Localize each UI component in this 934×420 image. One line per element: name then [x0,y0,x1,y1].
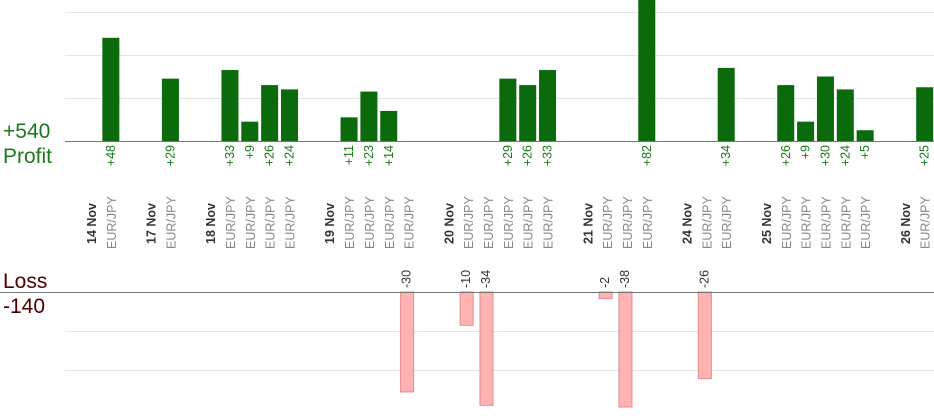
profit-value-label: +33 [223,145,237,166]
profit-bar [380,110,398,141]
profit-bar [777,85,795,141]
date-label: 18 Nov [204,203,218,244]
pair-label: EUR/JPY [522,196,536,249]
loss-total: -140 [3,295,46,318]
profit-value-label: +23 [362,145,376,166]
profit-value-label: +34 [719,145,733,166]
profit-value-label: +25 [918,145,932,166]
pair-label: EUR/JPY [819,196,833,249]
bars [102,0,934,408]
profit-value-label: +29 [501,145,515,166]
pair-label: EUR/JPY [621,196,635,249]
profit-value-label: +9 [243,145,257,159]
profit-bar [499,78,517,141]
profit-bar [836,89,854,141]
profit-bar [856,130,874,141]
profit-bar [102,37,120,141]
loss-value-label: -2 [598,277,612,288]
labels: 14 Nov EUR/JPY +48 17 Nov EUR/JPY +29 18 Nov EU… [85,145,933,288]
profit-bar [539,70,557,141]
pair-label: EUR/JPY [482,196,496,249]
pair-label: EUR/JPY [601,196,615,249]
profit-value-label: +11 [342,145,356,165]
profit-value-label: +24 [283,145,297,166]
date-label: 19 Nov [323,203,337,244]
date-label: 24 Nov [681,203,695,244]
loss-bar [697,291,712,380]
profit-bar [816,76,834,141]
profit-value-label: +9 [799,145,813,159]
pair-label: EUR/JPY [919,196,933,249]
loss-value-label: -34 [479,270,493,288]
pair-label: EUR/JPY [462,196,476,249]
profit-value-label: +24 [838,145,852,166]
profit-bar [638,0,656,141]
profit-bar [916,87,934,141]
profit-label: Profit [3,145,53,168]
profit-bar [221,70,239,141]
date-label: 17 Nov [145,203,159,244]
pair-label: EUR/JPY [859,196,873,249]
pair-label: EUR/JPY [284,196,298,249]
pair-label: EUR/JPY [383,196,397,249]
profit-bar [717,67,735,141]
loss-bar [400,291,415,393]
profit-value-label: +48 [104,145,118,166]
pair-label: EUR/JPY [542,196,556,249]
profit-value-label: +82 [640,145,654,166]
pair-label: EUR/JPY [800,196,814,249]
profit-bar [261,85,279,141]
profit-bar [519,85,537,141]
profit-value-label: +33 [541,145,555,166]
date-label: 21 Nov [581,203,595,244]
profit-value-label: +5 [858,145,872,159]
profit-bar [340,117,358,141]
pair-label: EUR/JPY [164,196,178,249]
pair-label: EUR/JPY [720,196,734,249]
loss-value-label: -10 [459,270,473,288]
profit-value-label: +14 [382,145,396,166]
profit-value-label: +30 [818,145,832,166]
profit-bar [797,121,815,141]
pair-label: EUR/JPY [641,196,655,249]
profit-value-label: +26 [263,145,277,166]
profit-bar [360,91,378,141]
pair-label: EUR/JPY [839,196,853,249]
profit-bar [281,89,298,141]
date-label: 26 Nov [899,203,913,244]
loss-bar [459,291,474,326]
pair-label: EUR/JPY [403,196,417,249]
loss-bar [479,291,494,406]
profit-value-label: +26 [521,145,535,166]
pair-label: EUR/JPY [502,196,516,249]
pair-label: EUR/JPY [780,196,794,249]
profit-value-label: +29 [163,145,177,166]
pair-label: EUR/JPY [224,196,238,249]
loss-value-label: -30 [400,270,414,288]
loss-bar [618,291,633,408]
pair-label: EUR/JPY [700,196,714,249]
profit-total: +540 [3,120,51,143]
loss-value-label: -26 [697,270,711,288]
pair-label: EUR/JPY [105,196,119,249]
profit-value-label: +26 [779,145,793,166]
date-label: 20 Nov [442,203,456,244]
profit-bar [161,78,179,141]
pair-label: EUR/JPY [264,196,278,249]
profit-bar [241,121,259,141]
date-label: 25 Nov [760,203,774,244]
pair-label: EUR/JPY [343,196,357,249]
gridlines [65,12,934,371]
pair-label: EUR/JPY [363,196,377,249]
loss-label: Loss [3,270,48,293]
pair-label: EUR/JPY [244,196,258,249]
loss-value-label: -38 [618,270,632,288]
date-label: 14 Nov [85,203,99,244]
